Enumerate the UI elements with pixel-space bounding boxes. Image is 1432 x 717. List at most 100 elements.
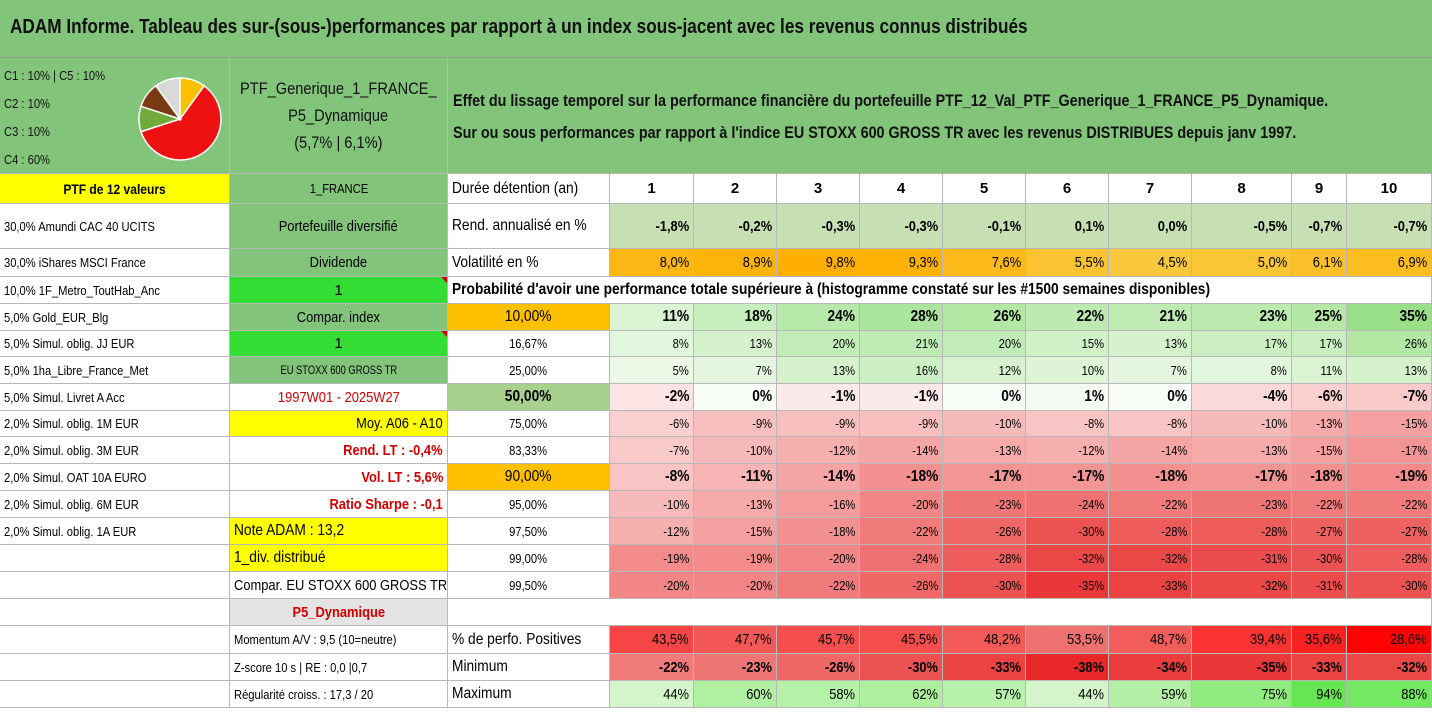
probability-value: -13% — [1192, 437, 1292, 464]
duration-label-text: Durée détention (an) — [452, 179, 579, 197]
probability-value: -31% — [1192, 545, 1292, 572]
probability-value: -10% — [694, 437, 777, 464]
probability-value-text: 20% — [832, 336, 855, 351]
probability-value: 8% — [610, 331, 694, 357]
volatility-value-text: 5,0% — [1257, 254, 1287, 271]
minimum-label-text: Minimum — [452, 658, 508, 675]
info-cell-text: 1 — [334, 335, 343, 352]
probability-value: -32% — [1192, 572, 1292, 599]
volatility-value-text: 4,5% — [1157, 254, 1187, 271]
maximum-value: 59% — [1109, 681, 1192, 708]
probability-value: -19% — [694, 545, 777, 572]
probability-value-text: -32% — [1260, 577, 1287, 593]
probability-value-text: -10% — [745, 442, 772, 458]
info-cell-text: EU STOXX 600 GROSS TR — [280, 363, 397, 377]
annual-return-value-text: 0,1% — [1074, 217, 1104, 235]
positive-share-value-text: 53,5% — [1067, 631, 1104, 648]
probability-value-text: -22% — [828, 577, 855, 593]
description-line2: Sur ou sous performances par rapport à l… — [453, 124, 1297, 142]
positive-label-text: % de perfo. Positives — [452, 630, 582, 648]
probability-value-text: 13% — [749, 336, 772, 351]
probability-value-text: -31% — [1315, 577, 1342, 593]
probability-value-text: 20% — [998, 336, 1021, 351]
probability-value: -20% — [694, 572, 777, 599]
positive-share-value: 45,5% — [860, 626, 943, 654]
info-cell-text: Dividende — [309, 254, 368, 271]
probability-value: 13% — [694, 331, 777, 357]
info-cell-text: Ratio Sharpe : -0,1 — [329, 495, 443, 513]
probability-threshold-text: 90,00% — [505, 468, 552, 485]
probability-value: 21% — [860, 331, 943, 357]
year-header-text: 9 — [1314, 180, 1324, 197]
probability-threshold: 75,00% — [448, 411, 610, 437]
probability-value-text: -23% — [994, 496, 1021, 512]
probability-value-text: -18% — [1154, 468, 1187, 485]
probability-value-text: -11% — [740, 468, 772, 485]
probability-value: -14% — [1109, 437, 1192, 464]
minimum-value-text: -32% — [1396, 658, 1427, 676]
probability-value-text: 21% — [915, 336, 938, 351]
volatility-value: 5,0% — [1192, 249, 1292, 277]
probability-value: -30% — [1026, 518, 1109, 545]
holding-item: 2,0% Simul. OAT 10A EURO — [0, 464, 230, 491]
probability-value: -9% — [860, 411, 943, 437]
probability-value-text: -10% — [1260, 416, 1287, 431]
info-cell-text: P5_Dynamique — [292, 603, 385, 621]
holding-item-text: 5,0% Gold_EUR_Blg — [4, 309, 109, 325]
volatility-value: 7,6% — [943, 249, 1026, 277]
probability-value: 1% — [1026, 384, 1109, 411]
volatility-value-text: 6,1% — [1312, 254, 1342, 271]
portfolio-name-line2: P5_Dynamique — [288, 106, 389, 125]
probability-value-text: -15% — [745, 523, 772, 539]
volatility-value: 8,9% — [694, 249, 777, 277]
holding-item-text: 30,0% iShares MSCI France — [4, 255, 146, 270]
duration-label: Durée détention (an) — [448, 174, 610, 204]
holdings-header-text: PTF de 12 valeurs — [63, 180, 166, 197]
minimum-value: -33% — [1292, 654, 1347, 681]
positive-share-value-text: 45,7% — [818, 631, 855, 648]
probability-value: 20% — [943, 331, 1026, 357]
holding-item: 2,0% Simul. oblig. 1M EUR — [0, 411, 230, 437]
probability-value: -26% — [860, 572, 943, 599]
info-cell-text: Compar. EU STOXX 600 GROSS TR — [234, 576, 448, 594]
probability-value: 17% — [1192, 331, 1292, 357]
info-cell: 1 — [230, 331, 448, 357]
probability-value: -13% — [943, 437, 1026, 464]
probability-value: 15% — [1026, 331, 1109, 357]
probability-value-text: -26% — [994, 523, 1021, 539]
year-header-text: 1 — [647, 180, 656, 197]
probability-value: 22% — [1026, 304, 1109, 331]
annual-return-value-text: -0,3% — [821, 217, 855, 235]
info-cell: Ratio Sharpe : -0,1 — [230, 491, 448, 518]
probability-value: -23% — [1192, 491, 1292, 518]
probability-value: 0% — [694, 384, 777, 411]
probability-value: 8% — [1192, 357, 1292, 384]
probability-value-text: 24% — [827, 308, 855, 325]
empty-cell — [0, 626, 230, 654]
probability-value: 5% — [610, 357, 694, 384]
probability-value: 16% — [860, 357, 943, 384]
return-label-text: Rend. annualisé en % — [452, 217, 587, 234]
probability-value: -27% — [1292, 518, 1347, 545]
probability-value-text: -13% — [994, 442, 1021, 458]
holding-item: 5,0% Gold_EUR_Blg — [0, 304, 230, 331]
info-cell: Moy. A06 - A10 — [230, 411, 448, 437]
portfolio-perf-summary: (5,7% | 6,1%) — [294, 133, 383, 152]
holding-item: 5,0% Simul. Livret A Acc — [0, 384, 230, 411]
info-cell: 1997W01 - 2025W27 — [230, 384, 448, 411]
probability-value-text: 13% — [1404, 362, 1427, 378]
pie-legend-line: C1 : 10% | C5 : 10% — [4, 68, 106, 83]
probability-value: -17% — [943, 464, 1026, 491]
positive-share-value: 39,4% — [1192, 626, 1292, 654]
probability-value-text: -10% — [994, 416, 1021, 431]
empty-row — [448, 599, 1432, 626]
volatility-value-text: 9,3% — [908, 254, 938, 271]
minimum-value: -33% — [943, 654, 1026, 681]
info-cell-text: 1_FRANCE — [309, 181, 368, 196]
probability-value: -22% — [1109, 491, 1192, 518]
minimum-label: Minimum — [448, 654, 610, 681]
info-cell: Portefeuille diversifié — [230, 204, 448, 249]
probability-threshold: 97,50% — [448, 518, 610, 545]
probability-value-text: -19% — [745, 550, 772, 566]
